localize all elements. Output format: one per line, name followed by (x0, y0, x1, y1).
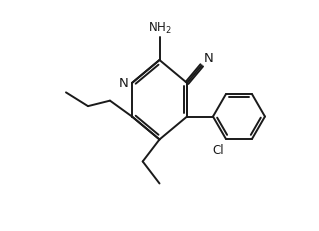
Text: Cl: Cl (212, 143, 224, 156)
Text: NH$_2$: NH$_2$ (148, 21, 171, 36)
Text: N: N (119, 77, 128, 90)
Text: N: N (203, 52, 213, 64)
